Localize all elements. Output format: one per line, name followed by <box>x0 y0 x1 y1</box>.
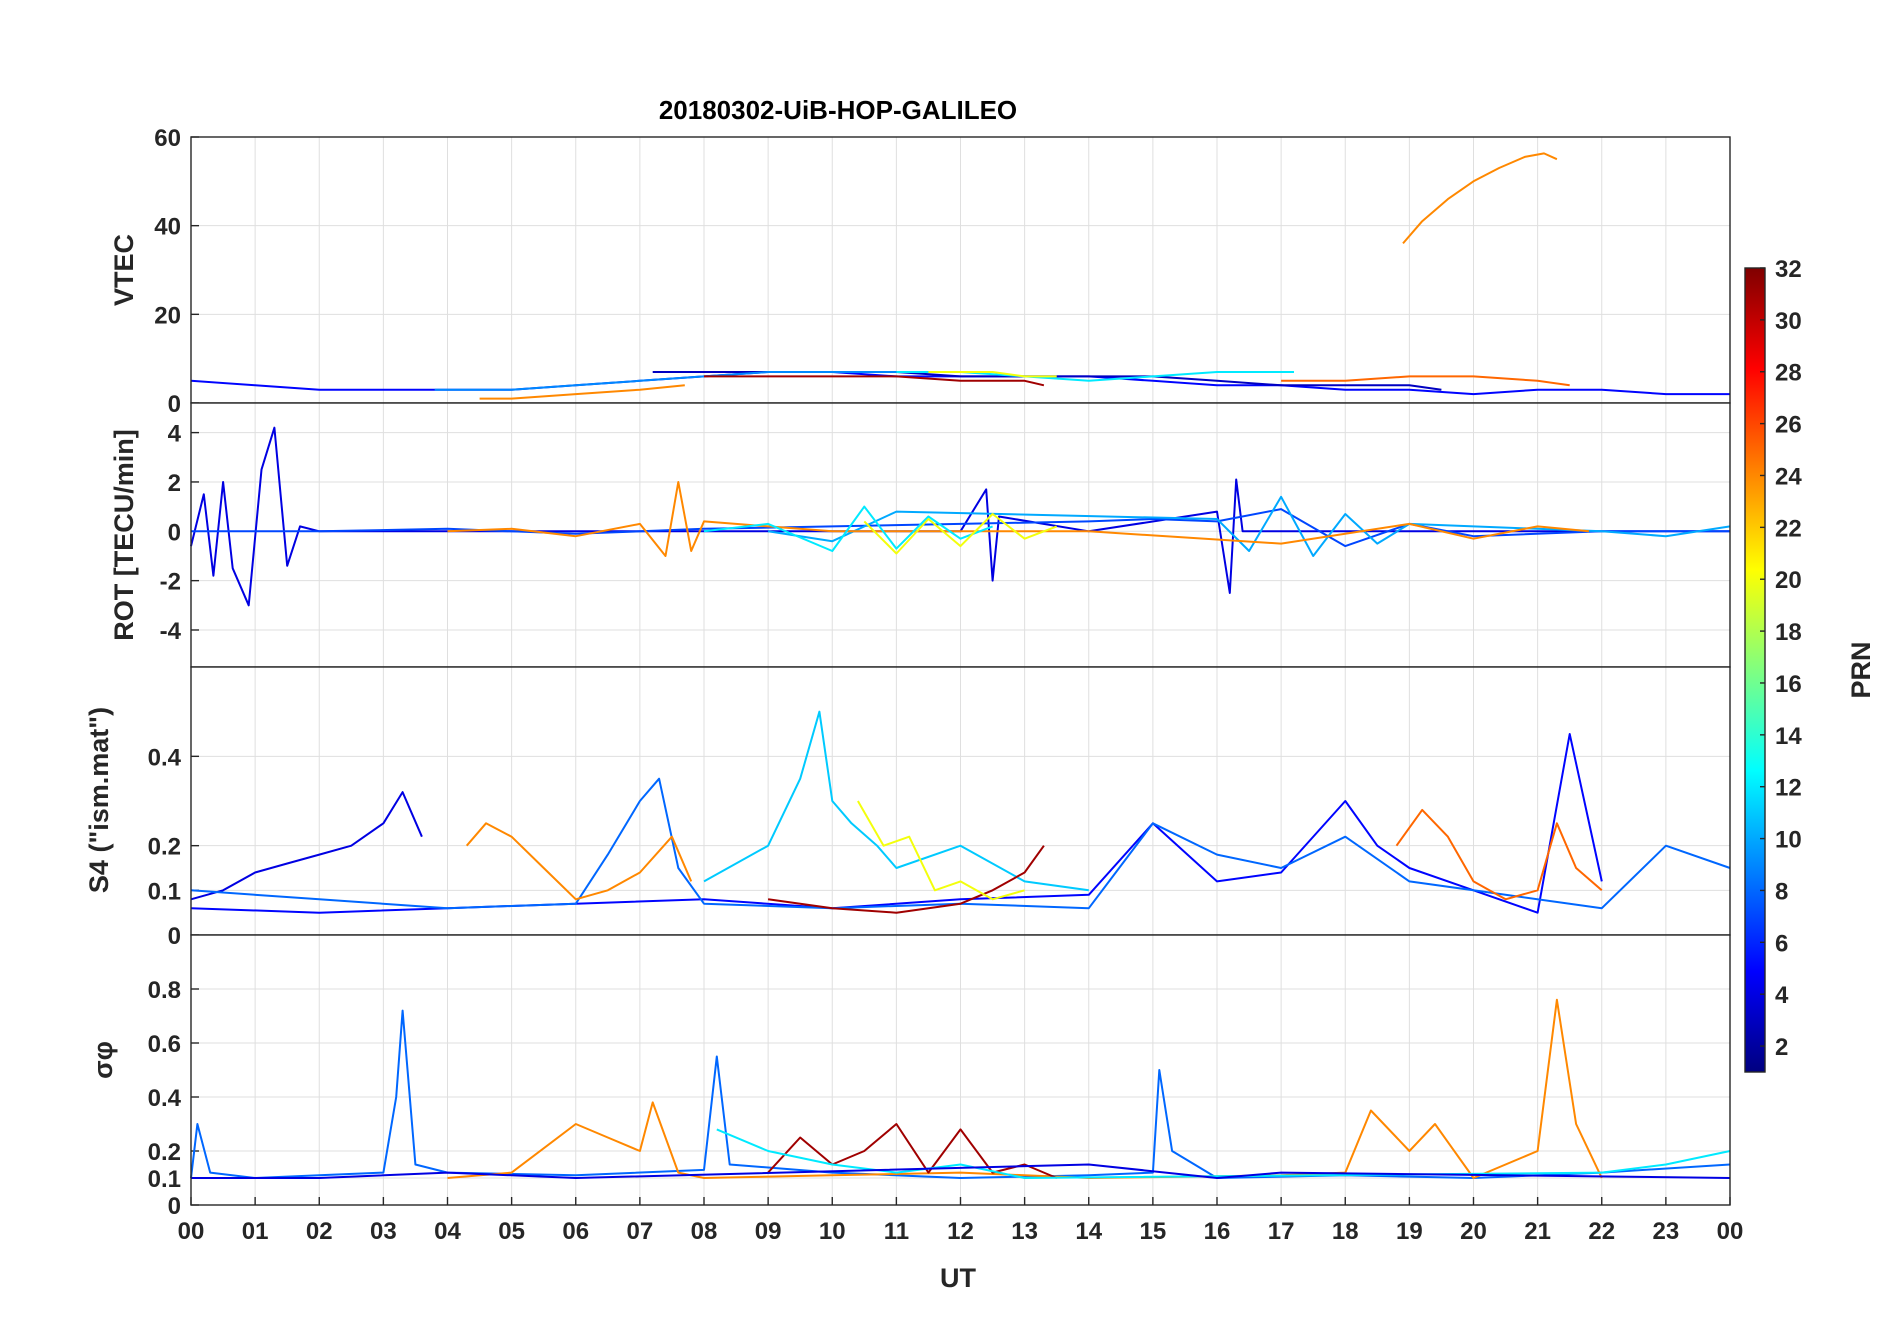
colorbar-tick-label: 12 <box>1775 775 1802 802</box>
y-tick-label: 0 <box>168 923 181 950</box>
x-tick-label: 16 <box>1204 1218 1231 1245</box>
y-tick-label: 20 <box>154 302 181 329</box>
x-tick-label: 00 <box>1717 1218 1744 1245</box>
series-prn-20 <box>857 800 1025 901</box>
series-prn-11 <box>703 710 1089 892</box>
colorbar-tick-label: 2 <box>1775 1034 1788 1061</box>
colorbar-tick-label: 4 <box>1775 982 1789 1009</box>
series-prn-24 <box>465 822 693 901</box>
colorbar-tick-label: 14 <box>1775 723 1802 750</box>
y-tick-label: 0 <box>168 1193 181 1220</box>
series-prn-20 <box>863 513 1058 555</box>
x-tick-label: 21 <box>1524 1218 1551 1245</box>
y-tick-label: -4 <box>160 618 182 645</box>
x-tick-label: 05 <box>498 1218 525 1245</box>
series-prn-10 <box>767 495 1731 557</box>
x-tick-label: 09 <box>755 1218 782 1245</box>
y-tick-label: 0.4 <box>148 744 182 771</box>
colorbar-tick-label: 30 <box>1775 308 1802 335</box>
x-tick-label: 10 <box>819 1218 846 1245</box>
chart-title: 20180302-UiB-HOP-GALILEO <box>659 95 1017 125</box>
x-tick-label: 08 <box>691 1218 718 1245</box>
series-prn-25 <box>1281 375 1570 387</box>
y-tick-label: 0 <box>168 519 181 546</box>
series-prn-24 <box>1402 152 1558 245</box>
colorbar-tick-label: 18 <box>1775 619 1802 646</box>
colorbar-tick-label: 26 <box>1775 412 1802 439</box>
x-tick-label: 12 <box>947 1218 974 1245</box>
panel-rot: -4 -2 0 2 4 ROT [TECU/min] <box>109 402 1731 668</box>
x-tick-label: 23 <box>1653 1218 1680 1245</box>
panel-sigma_phi: 00.10.2 0.4 0.6 0.8 σφ <box>88 934 1731 1220</box>
colorbar-bar <box>1744 267 1766 1073</box>
y-axis-label: S4 ("ism.mat") <box>84 707 114 893</box>
x-tick-label: 03 <box>370 1218 397 1245</box>
x-tick-label: 01 <box>242 1218 269 1245</box>
y-tick-label: 0.2 <box>148 834 181 861</box>
colorbar-tick-label: 16 <box>1775 671 1802 698</box>
x-tick-label: 18 <box>1332 1218 1359 1245</box>
x-tick-label: 07 <box>627 1218 654 1245</box>
x-tick-label: 14 <box>1075 1218 1102 1245</box>
series-prn-25 <box>1395 808 1603 901</box>
y-tick-label: 40 <box>154 214 181 241</box>
series-prn-12 <box>716 1128 1731 1179</box>
y-tick-label: 4 <box>168 421 182 448</box>
colorbar-tick-label: 10 <box>1775 827 1802 854</box>
series-prn-4 <box>191 1163 1731 1179</box>
y-tick-label: 60 <box>154 125 181 152</box>
y-tick-label: 2 <box>168 470 181 497</box>
x-tick-label: 06 <box>562 1218 589 1245</box>
series-prn-9 <box>434 371 897 391</box>
y-tick-label: 0.1 <box>148 878 181 905</box>
x-tick-label: 20 <box>1460 1218 1487 1245</box>
series-prn-31 <box>767 845 1045 914</box>
x-tick-label: 04 <box>434 1218 461 1245</box>
y-tick-label: -2 <box>160 569 181 596</box>
y-tick-label: 0.8 <box>148 977 181 1004</box>
y-tick-label: 0.2 <box>148 1139 181 1166</box>
y-axis-label: VTEC <box>109 234 139 306</box>
x-tick-label: 19 <box>1396 1218 1423 1245</box>
colorbar-tick-label: 28 <box>1775 360 1802 387</box>
series-prn-31 <box>704 375 1045 387</box>
series-prn-20 <box>928 371 1057 378</box>
x-tick-label: 15 <box>1140 1218 1167 1245</box>
series-prn-7 <box>191 508 1730 548</box>
colorbar-tick-label: 6 <box>1775 930 1788 957</box>
x-tick-label: 17 <box>1268 1218 1295 1245</box>
colorbar-label: PRN <box>1846 641 1876 698</box>
colorbar-tick-label: 8 <box>1775 878 1788 905</box>
y-axis-label: ROT [TECU/min] <box>109 429 139 640</box>
colorbar-tick-label: 22 <box>1775 515 1802 542</box>
series-prn-12 <box>703 505 993 552</box>
colorbar-tick-label: 20 <box>1775 567 1802 594</box>
x-tick-label: 11 <box>884 1218 909 1245</box>
x-tick-label: 13 <box>1011 1218 1038 1245</box>
colorbar-tick-label: 24 <box>1775 463 1802 490</box>
x-tick-label: 22 <box>1588 1218 1615 1245</box>
x-tick-label: 00 <box>178 1218 205 1245</box>
colorbar-tick-label: 32 <box>1775 256 1802 283</box>
y-tick-label: 0.1 <box>148 1166 181 1193</box>
series-prn-31 <box>767 1123 1058 1179</box>
y-tick-label: 0.6 <box>148 1031 181 1058</box>
series-prn-24 <box>447 481 1589 557</box>
x-axis: 00 01 02 03 04 05 06 07 08 09 10 11 12 13 14 15 16 17 18 19… <box>178 1197 1744 1245</box>
series-prn-4 <box>190 791 423 901</box>
y-axis-label: σφ <box>88 1041 118 1079</box>
x-tick-label: 02 <box>306 1218 333 1245</box>
y-tick-label: 0 <box>168 391 181 418</box>
panel-s4: 0 0.1 0.2 0.4 S4 ("ism.mat") <box>84 666 1731 950</box>
panel-vtec: 0 20 40 60 VTEC <box>109 125 1731 418</box>
series-prn-24 <box>479 384 685 400</box>
x-axis-label: UT <box>940 1263 976 1293</box>
y-tick-label: 0.4 <box>148 1085 182 1112</box>
